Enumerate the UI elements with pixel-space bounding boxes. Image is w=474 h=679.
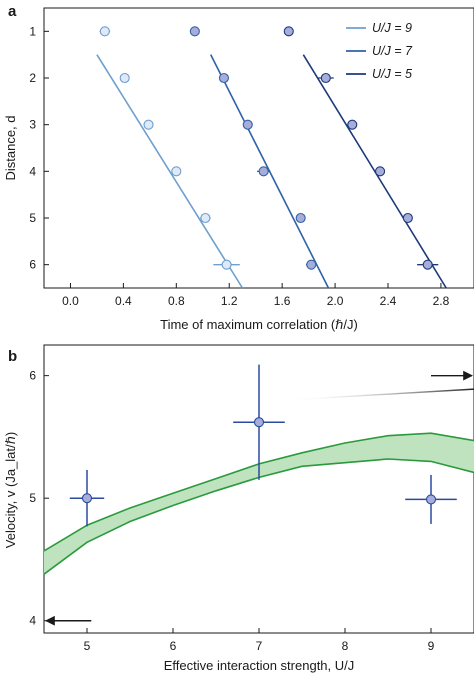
x-tick-label: 6 xyxy=(170,639,177,653)
panel-b-x-label: Effective interaction strength, U/J xyxy=(164,658,355,673)
x-tick-label: 2.8 xyxy=(433,294,450,308)
data-point xyxy=(119,72,130,84)
fit-line xyxy=(302,54,447,289)
panel-a-fit-lines xyxy=(96,54,447,289)
x-tick-label: 5 xyxy=(84,639,91,653)
data-point xyxy=(242,119,253,130)
fading-line xyxy=(284,388,474,401)
data-point xyxy=(81,493,93,504)
fit-line xyxy=(96,54,244,289)
data-point xyxy=(422,259,433,270)
panel-b-points xyxy=(69,364,457,527)
y-tick-label: 5 xyxy=(29,491,36,505)
data-point xyxy=(425,494,437,505)
y-tick-label: 2 xyxy=(29,71,36,85)
x-tick-label: 1.6 xyxy=(274,294,291,308)
band-area xyxy=(44,433,474,575)
data-point xyxy=(200,212,211,224)
data-point xyxy=(253,417,265,428)
data-point xyxy=(295,212,306,224)
y-tick-label: 3 xyxy=(29,118,36,132)
x-tick-label: 9 xyxy=(428,639,435,653)
data-point xyxy=(189,26,200,37)
y-tick-label: 1 xyxy=(29,24,36,38)
x-tick-label: 1.2 xyxy=(221,294,238,308)
data-point xyxy=(375,166,386,177)
panel-a: a 0.0 0.4 0.8 1.2 1.6 2.0 2.4 2.8 1 2 3 4 5 6 U/J = 9… xyxy=(3,3,474,332)
panel-a-letter: a xyxy=(8,3,17,20)
data-point xyxy=(143,119,154,130)
data-point xyxy=(347,119,358,130)
data-point xyxy=(221,259,232,270)
legend-label: U/J = 9 xyxy=(372,21,412,35)
panel-a-x-label: Time of maximum correlation (ℏ/J) xyxy=(160,317,358,332)
data-point xyxy=(99,26,110,37)
panel-a-points xyxy=(99,26,439,270)
data-point xyxy=(306,259,317,270)
panel-b: b 5 6 7 8 9 4 5 6 Effective interaction strengt… xyxy=(3,344,474,673)
data-point xyxy=(320,72,331,84)
data-point xyxy=(258,166,269,177)
panel-a-y-label: Distance, d xyxy=(3,115,18,180)
data-point xyxy=(402,212,413,224)
x-tick-label: 7 xyxy=(256,639,263,653)
y-tick-label: 6 xyxy=(29,258,36,272)
panel-b-annotations xyxy=(45,370,474,626)
panel-a-ticks: 0.0 0.4 0.8 1.2 1.6 2.0 2.4 2.8 1 2 3 4 5 6 xyxy=(29,24,449,308)
x-tick-label: 8 xyxy=(342,639,349,653)
panel-b-letter: b xyxy=(8,348,17,365)
legend-label: U/J = 5 xyxy=(372,67,412,81)
y-tick-label: 5 xyxy=(29,211,36,225)
data-point xyxy=(283,26,294,37)
data-point xyxy=(171,166,182,177)
panel-b-y-label: Velocity, v (Ja_lat/ℏ) xyxy=(3,432,18,548)
y-tick-label: 6 xyxy=(29,369,36,383)
x-tick-label: 0.8 xyxy=(168,294,185,308)
legend-label: U/J = 7 xyxy=(372,44,413,58)
data-point xyxy=(218,72,229,84)
x-tick-label: 0.0 xyxy=(62,294,79,308)
panel-b-ticks: 5 6 7 8 9 4 5 6 xyxy=(29,369,434,653)
y-tick-label: 4 xyxy=(29,614,36,628)
panel-a-legend: U/J = 9 U/J = 7 U/J = 5 xyxy=(346,21,413,81)
y-tick-label: 4 xyxy=(29,164,36,178)
x-tick-label: 0.4 xyxy=(115,294,132,308)
x-tick-label: 2.4 xyxy=(380,294,397,308)
x-tick-label: 2.0 xyxy=(327,294,344,308)
panel-a-frame xyxy=(43,7,474,289)
